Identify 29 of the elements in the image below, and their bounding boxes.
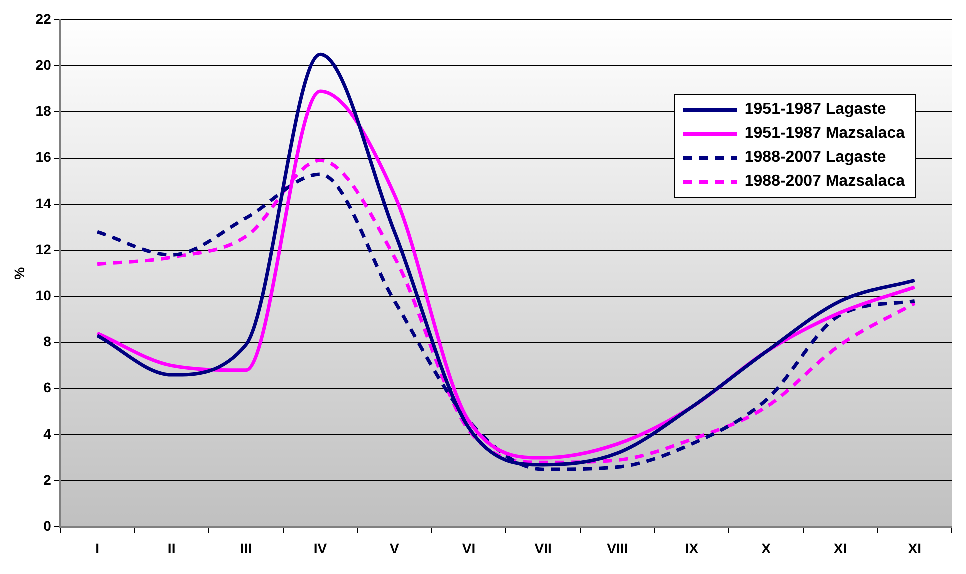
x-tick-label: V xyxy=(390,540,400,556)
x-tick-label: III xyxy=(240,540,252,556)
x-tick-label: IX xyxy=(685,540,700,556)
y-tick-label: 0 xyxy=(44,518,52,534)
y-tick-label: 4 xyxy=(44,426,52,442)
x-tick-label: VII xyxy=(534,540,552,556)
y-tick-label: 6 xyxy=(44,380,52,396)
legend-label: 1951-1987 Mazsalaca xyxy=(744,125,905,143)
y-tick-label: 2 xyxy=(44,472,52,488)
legend-label: 1951-1987 Lagaste xyxy=(744,101,886,119)
y-tick-label: 20 xyxy=(36,56,52,73)
legend-label: 1988-2007 Mazsalaca xyxy=(744,173,905,191)
y-axis-title: % xyxy=(11,266,28,280)
x-tick-label: IV xyxy=(314,540,328,556)
y-tick-label: 18 xyxy=(36,103,52,120)
x-tick-label: II xyxy=(168,540,176,556)
y-tick-label: 16 xyxy=(36,149,52,166)
x-tick-label: XI xyxy=(908,540,922,556)
x-tick-label: XI xyxy=(834,540,848,556)
y-tick-label: 8 xyxy=(44,334,52,350)
y-tick-label: 22 xyxy=(36,10,52,27)
x-tick-label: I xyxy=(96,540,100,556)
legend-label: 1988-2007 Lagaste xyxy=(744,149,886,167)
x-tick-label: VIII xyxy=(607,540,628,556)
y-tick-label: 14 xyxy=(36,195,52,212)
y-tick-label: 12 xyxy=(36,241,52,258)
y-tick-label: 10 xyxy=(36,288,52,304)
x-tick-label: X xyxy=(762,540,772,556)
x-tick-label: VI xyxy=(462,540,476,556)
